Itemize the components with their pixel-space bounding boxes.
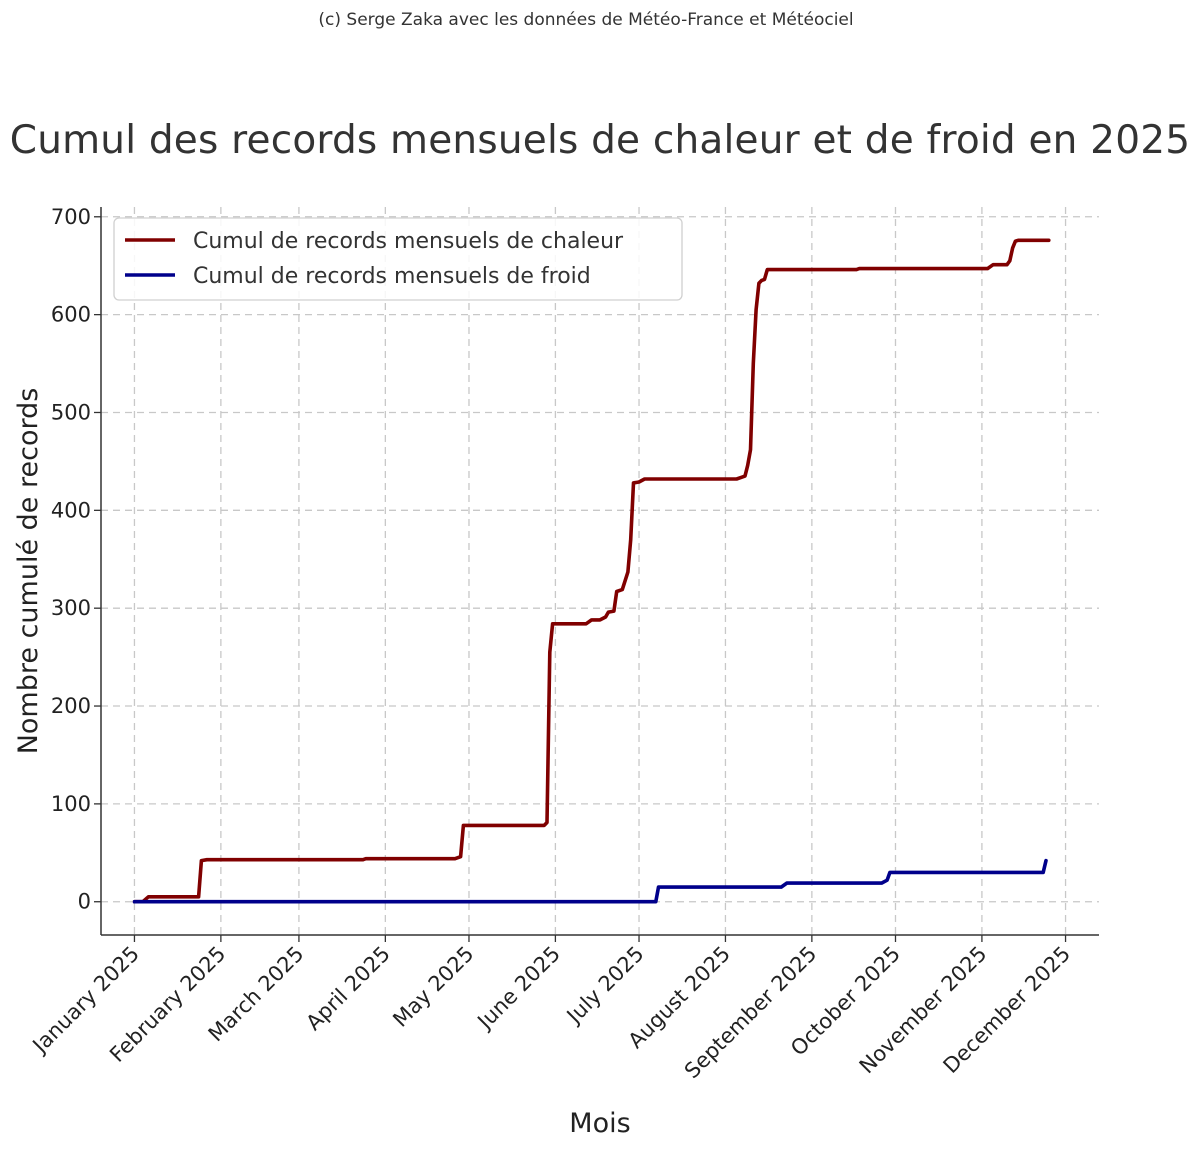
legend-label-chaleur: Cumul de records mensuels de chaleur: [193, 229, 624, 254]
series: [132, 238, 1051, 904]
x-tick-label: April 2025: [301, 942, 394, 1035]
credit-text: (c) Serge Zaka avec les données de Météo…: [318, 10, 854, 30]
y-tick-label: 200: [51, 694, 91, 718]
x-tick-label: May 2025: [388, 942, 478, 1032]
y-tick-label: 700: [51, 205, 91, 229]
y-tick-label: 0: [78, 890, 91, 914]
y-tick-label: 400: [51, 498, 91, 522]
legend: Cumul de records mensuels de chaleur Cumu…: [113, 217, 683, 301]
series-line-froid: [132, 858, 1048, 904]
x-tick-label: June 2025: [472, 942, 565, 1035]
y-tick-label: 300: [51, 596, 91, 620]
y-tick-label: 600: [51, 303, 91, 327]
grid: [101, 207, 1099, 935]
y-tick-label: 100: [51, 792, 91, 816]
y-axis-label: Nombre cumulé de records: [13, 388, 44, 755]
x-tick-label: July 2025: [561, 942, 649, 1030]
legend-label-froid: Cumul de records mensuels de froid: [193, 264, 591, 289]
series-line-chaleur: [132, 238, 1051, 904]
chart-title: Cumul des records mensuels de chaleur et…: [9, 118, 1191, 163]
legend-box: [113, 217, 683, 301]
x-axis-label: Mois: [569, 1108, 630, 1139]
y-tick-label: 500: [51, 400, 91, 424]
